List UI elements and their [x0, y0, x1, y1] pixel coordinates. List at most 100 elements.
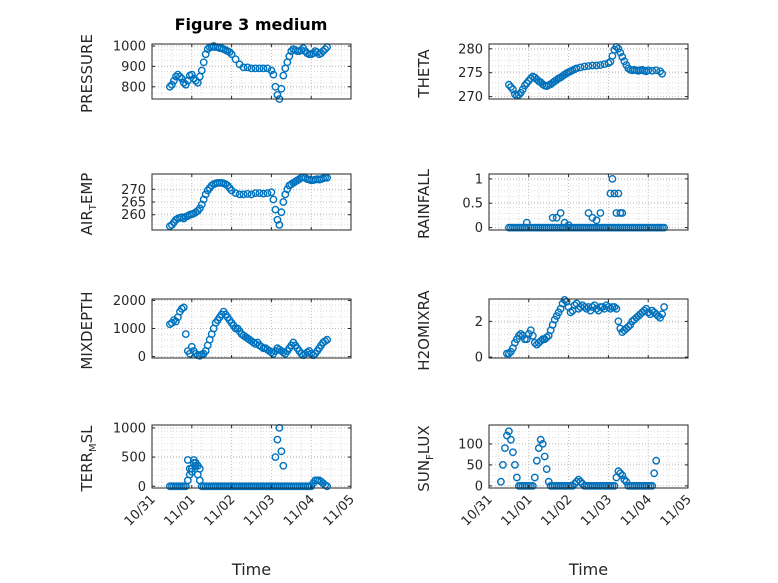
data-point — [528, 481, 537, 490]
data-point — [500, 444, 509, 452]
x-tick-label: 11/01 — [162, 492, 199, 529]
data-point — [263, 189, 272, 198]
y-tick-label: 0 — [138, 350, 146, 365]
y-tick-label: 0 — [475, 221, 483, 236]
data-point — [654, 312, 662, 320]
data-point — [321, 45, 329, 53]
x-tick-label: 11/03 — [241, 492, 278, 529]
data-point — [317, 49, 325, 58]
y-axis-label: SUNFLUX — [415, 425, 436, 491]
data-point — [515, 90, 523, 99]
data-point — [269, 195, 278, 204]
y-tick-label: 900 — [121, 60, 146, 75]
x-tick-label: 10/31 — [459, 492, 496, 529]
data-point — [195, 204, 204, 213]
data-point — [181, 80, 190, 89]
axes-box — [488, 173, 689, 231]
axes-box — [488, 43, 689, 100]
data-point — [592, 61, 601, 70]
data-point — [616, 48, 625, 57]
data-point — [618, 471, 627, 480]
y-tick-label: 275 — [458, 66, 483, 81]
data-point — [319, 47, 327, 55]
data-point — [624, 322, 633, 331]
data-point — [504, 349, 513, 358]
data-point — [536, 337, 545, 345]
data-point — [620, 475, 629, 484]
y-axis-label: RAINFALL — [415, 168, 433, 239]
y-axis-label: THETA — [415, 49, 433, 99]
data-point — [169, 76, 178, 85]
data-point — [323, 335, 331, 344]
x-tick-label: 11/03 — [578, 492, 615, 529]
data-point — [576, 477, 585, 486]
data-point — [596, 61, 605, 69]
y-tick-label: 50 — [466, 458, 483, 473]
y-axis-label: AIRTEMP — [78, 173, 99, 236]
data-point — [616, 469, 625, 478]
data-point — [277, 208, 286, 217]
x-tick-label: 11/02 — [201, 492, 238, 529]
data-point — [610, 481, 619, 490]
data-point — [548, 213, 557, 222]
y-tick-label: 100 — [458, 437, 483, 452]
data-point — [622, 477, 631, 486]
data-point — [273, 435, 282, 444]
x-axis-label: Time — [568, 560, 608, 579]
data-point — [259, 64, 268, 73]
data-point — [275, 220, 284, 229]
data-point — [225, 48, 234, 56]
data-point — [283, 185, 292, 194]
subplot-5: 0 1000 2000 MIXDEPTH — [78, 291, 352, 370]
data-point — [179, 303, 188, 312]
data-point — [560, 218, 569, 227]
data-point — [536, 435, 545, 444]
data-point — [552, 213, 561, 222]
data-point — [171, 317, 180, 326]
subplot-7: 0 500 1000 TERRMSL 10/31 11/01 11/02 11/03 11/04… — [78, 421, 358, 579]
data-point — [644, 66, 653, 75]
data-point — [201, 190, 210, 199]
data-point — [197, 66, 206, 75]
y-tick-label: 0 — [475, 479, 483, 494]
data-point — [273, 91, 282, 99]
data-point — [538, 439, 547, 448]
data-point — [542, 333, 551, 342]
data-point — [606, 189, 615, 198]
subplot-1: 800 900 1000 PRESSURE — [78, 34, 352, 113]
data-point — [504, 80, 513, 89]
data-point — [195, 351, 204, 360]
subplot-4: 0 0.5 1 RAINFALL — [415, 168, 689, 239]
x-tick-label: 11/01 — [499, 492, 536, 529]
axes-box — [151, 424, 352, 489]
axes-box — [488, 298, 689, 359]
data-point — [620, 57, 629, 66]
data-point — [251, 64, 260, 73]
subplot-2: 270 275 280 THETA — [415, 42, 689, 105]
data-point — [249, 338, 258, 347]
data-point — [323, 173, 331, 182]
axes-box — [151, 43, 352, 100]
data-point — [660, 223, 668, 232]
data-point — [522, 218, 531, 227]
y-tick-label: 1 — [475, 172, 483, 187]
data-point — [610, 189, 619, 198]
data-point — [235, 190, 244, 199]
data-point — [658, 69, 666, 78]
y-tick-label: 2000 — [113, 294, 146, 309]
y-tick-label: 260 — [121, 208, 146, 223]
y-axis-label: MIXDEPTH — [78, 291, 96, 369]
data-point — [243, 189, 252, 198]
data-point — [297, 46, 306, 54]
data-point — [650, 469, 659, 478]
data-point — [612, 304, 621, 313]
data-point — [556, 209, 565, 217]
y-axis-label: PRESSURE — [78, 34, 96, 113]
data-point — [227, 50, 236, 59]
data-point — [255, 189, 264, 198]
y-tick-label: 500 — [121, 451, 146, 466]
data-point — [239, 190, 248, 199]
x-axis-label: Time — [231, 560, 271, 579]
data-point — [277, 447, 286, 456]
